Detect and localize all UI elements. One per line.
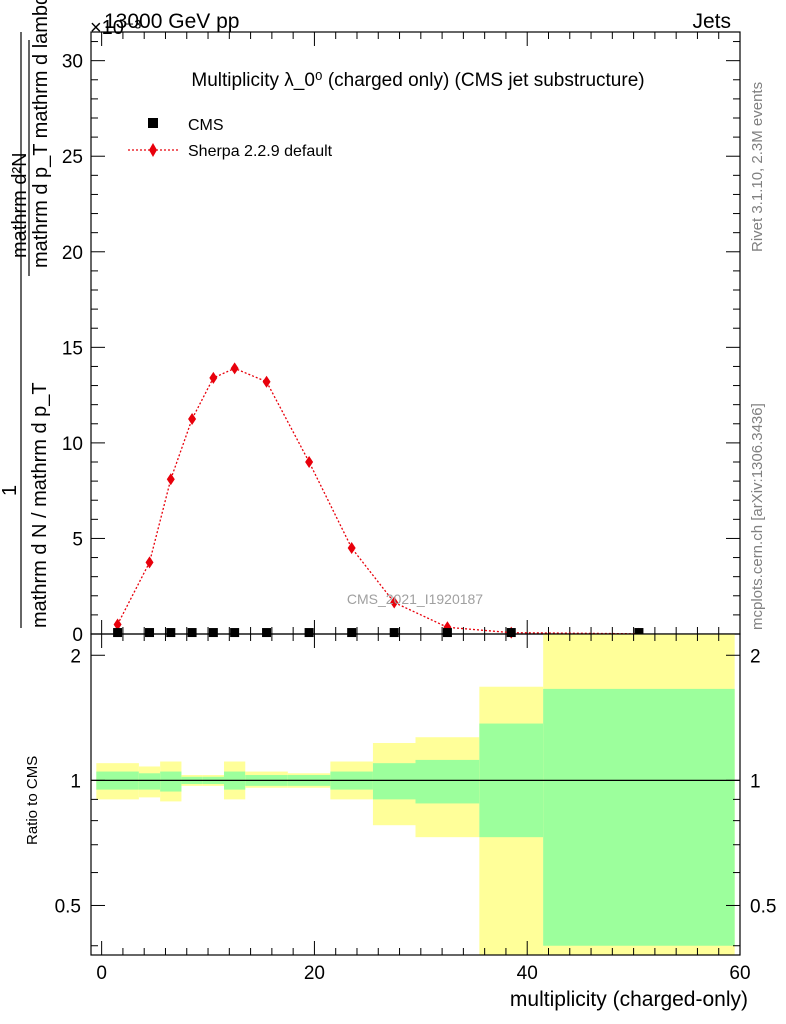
y-tick-label: 15 (62, 338, 83, 359)
ratio-inner-band (138, 773, 161, 790)
cms-point (262, 628, 272, 638)
y-tick-label: 5 (72, 529, 83, 550)
legend-cms-label: CMS (188, 117, 224, 134)
y-tick-label: 20 (62, 243, 83, 264)
cms-point (187, 628, 197, 638)
rivet-label: Rivet 3.1.10, 2.3M events (749, 82, 766, 252)
x-tick-label: 0 (96, 963, 107, 984)
ratio-y-label: Ratio to CMS (24, 756, 41, 845)
cms-point (230, 628, 240, 638)
y-axis-label: mathrm d²N mathrm d p_T mathrm d lambda … (0, 0, 52, 628)
y-tick-label: 10 (62, 434, 83, 455)
cms-point (166, 628, 176, 638)
analysis-watermark: CMS_2021_I1920187 (347, 591, 483, 607)
cms-point (113, 628, 123, 638)
y-tick-label: 30 (62, 52, 83, 73)
chart-title: Multiplicity λ_0⁰ (charged only) (CMS je… (191, 70, 644, 91)
x-tick-label: 40 (517, 963, 538, 984)
sherpa-point (347, 542, 356, 554)
ratio-y-tick-label-right: 2 (750, 646, 761, 667)
legend: CMS Sherpa 2.2.9 default (128, 117, 333, 160)
ratio-y-tick-label: 1 (70, 771, 81, 792)
x-tick-label: 60 (729, 963, 750, 984)
sherpa-point (145, 556, 154, 569)
y-label-norm: mathrm d N / mathrm d p_T (29, 382, 51, 628)
cms-point (347, 628, 357, 638)
top-panel-axes: 0 5 10 15 20 25 30 (62, 31, 741, 646)
y-exponent-label: ×10⁻³ (90, 17, 141, 39)
sherpa-point (113, 618, 122, 631)
ratio-y-tick-label-right: 0.5 (750, 896, 776, 917)
legend-sherpa-label: Sherpa 2.2.9 default (188, 143, 333, 160)
cms-point (304, 628, 314, 638)
ratio-inner-band (160, 771, 182, 792)
cms-point (634, 628, 644, 638)
y-tick-label: 25 (62, 147, 83, 168)
ratio-inner-band (543, 688, 735, 946)
category-label: Jets (692, 10, 731, 33)
bottom-panel-axes: 0 20 40 60 0.5 0.5 1 1 2 2 (55, 633, 776, 984)
sherpa-point (166, 473, 175, 486)
y-label-numerator: mathrm d²N (9, 152, 31, 258)
legend-cms-marker (148, 118, 158, 128)
sherpa-point (305, 456, 314, 468)
ratio-y-tick-label: 0.5 (55, 896, 81, 917)
top-panel-marks (113, 362, 644, 640)
sherpa-point (230, 362, 239, 375)
y-label-denominator: mathrm d p_T mathrm d lambda (30, 0, 52, 268)
legend-sherpa-marker (149, 143, 157, 157)
ratio-y-tick-label: 2 (70, 646, 81, 667)
sherpa-point (390, 596, 399, 609)
cms-point (506, 628, 516, 638)
cms-point (442, 628, 452, 638)
y-tick-label: 0 (72, 625, 83, 646)
cms-point (145, 628, 155, 638)
cms-point (389, 628, 399, 638)
bottom-panel-frame (90, 633, 741, 956)
cms-point (208, 628, 218, 638)
ratio-inner-band (372, 763, 416, 800)
ratio-y-tick-label-right: 1 (750, 771, 761, 792)
ratio-bands (91, 634, 740, 955)
y-label-one: 1 (0, 485, 21, 496)
ratio-inner-band (415, 759, 480, 804)
mcplots-label: mcplots.cern.ch [arXiv:1306.3436] (749, 403, 766, 630)
sherpa-point (188, 413, 197, 425)
sherpa-point (209, 371, 218, 384)
process-label: 13000 GeV pp (104, 10, 239, 33)
sherpa-point (262, 375, 271, 388)
x-axis-title: multiplicity (charged-only) (510, 988, 748, 1011)
x-tick-label: 20 (304, 963, 325, 984)
